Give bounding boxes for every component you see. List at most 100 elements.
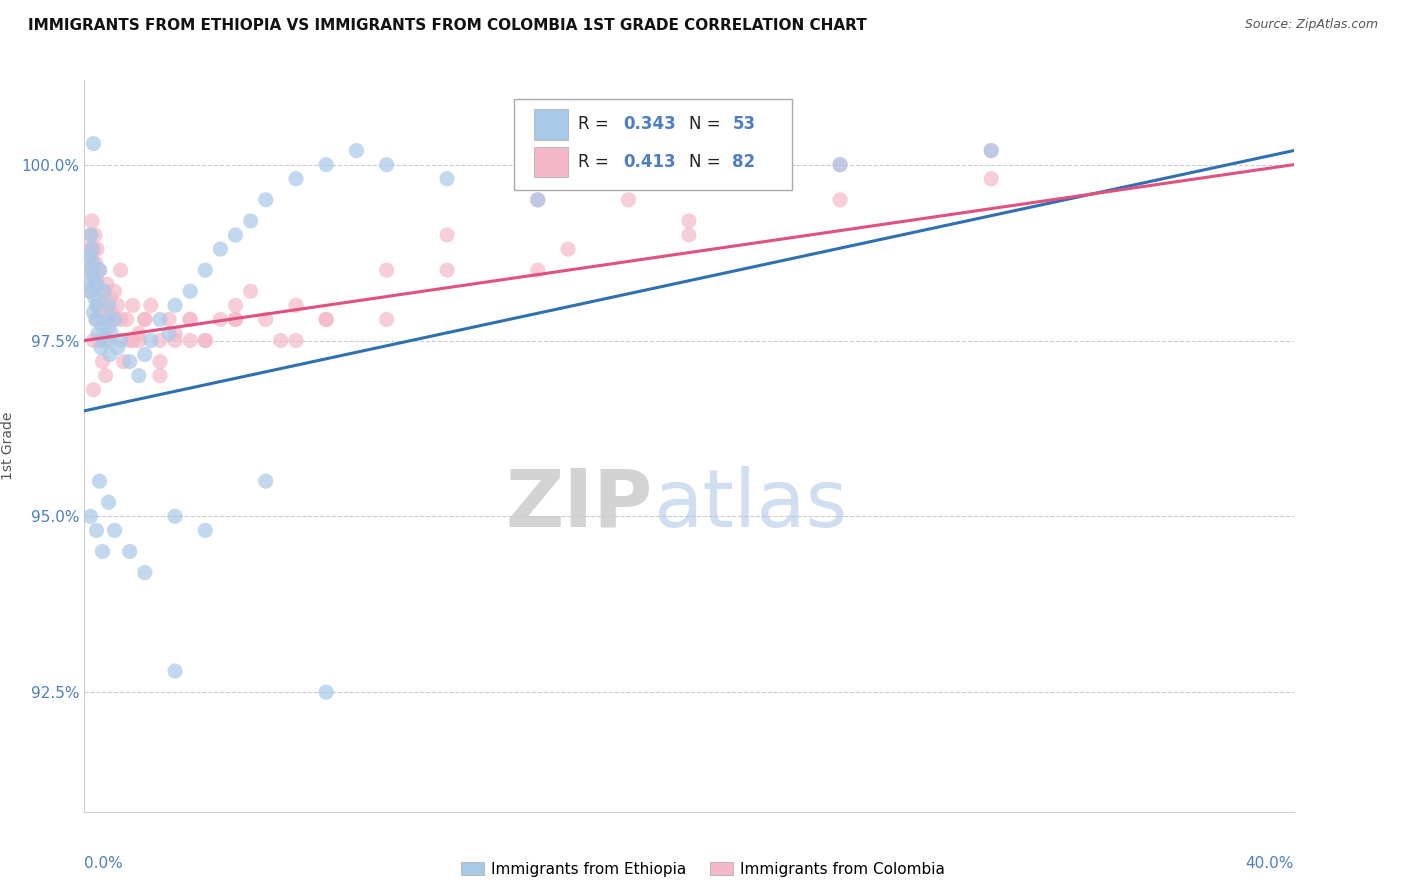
Point <box>179 312 201 326</box>
Point <box>165 298 187 312</box>
Point <box>84 312 107 326</box>
Point <box>84 227 107 242</box>
Point <box>86 298 108 312</box>
Point <box>239 285 262 299</box>
Point <box>80 242 103 256</box>
Point <box>90 341 112 355</box>
Text: ZIP: ZIP <box>505 466 652 543</box>
Text: 40.0%: 40.0% <box>1246 855 1294 871</box>
Point <box>134 312 156 326</box>
FancyBboxPatch shape <box>513 99 792 190</box>
Text: Source: ZipAtlas.com: Source: ZipAtlas.com <box>1244 18 1378 31</box>
Point <box>285 171 308 186</box>
Point <box>110 312 132 326</box>
Point <box>179 334 201 348</box>
Point <box>98 348 121 362</box>
Point <box>315 312 337 326</box>
Point <box>194 524 217 538</box>
Point <box>557 242 579 256</box>
Point <box>104 312 127 326</box>
Legend: Immigrants from Ethiopia, Immigrants from Colombia: Immigrants from Ethiopia, Immigrants fro… <box>453 854 953 884</box>
Point <box>436 263 458 277</box>
Text: 0.0%: 0.0% <box>84 855 124 871</box>
Point <box>84 256 107 270</box>
Point <box>270 334 292 348</box>
Text: R =: R = <box>578 153 613 171</box>
Point <box>678 227 700 242</box>
Point <box>980 144 1002 158</box>
Text: 0.413: 0.413 <box>624 153 676 171</box>
Point <box>617 171 640 186</box>
Point <box>94 368 117 383</box>
Point <box>76 277 98 292</box>
Text: R =: R = <box>578 115 613 133</box>
Point <box>830 158 852 172</box>
Text: 0.343: 0.343 <box>624 115 676 133</box>
FancyBboxPatch shape <box>534 146 568 178</box>
Text: N =: N = <box>689 115 725 133</box>
Point <box>110 334 132 348</box>
Point <box>80 227 103 242</box>
Point <box>315 158 337 172</box>
Point <box>980 171 1002 186</box>
Point <box>285 334 308 348</box>
Point <box>157 312 180 326</box>
Point <box>100 326 122 341</box>
Point <box>107 341 129 355</box>
Point <box>93 285 115 299</box>
Point <box>91 285 114 299</box>
Point <box>139 298 162 312</box>
Point <box>112 354 135 368</box>
Point <box>80 214 103 228</box>
Point <box>86 277 108 292</box>
Point <box>82 334 104 348</box>
Point <box>91 319 114 334</box>
Text: 53: 53 <box>733 115 755 133</box>
Point <box>436 227 458 242</box>
Point <box>315 312 337 326</box>
Point <box>98 291 121 305</box>
Point <box>121 298 143 312</box>
Point <box>104 285 127 299</box>
Point <box>79 509 101 524</box>
Point <box>82 242 104 256</box>
Point <box>194 334 217 348</box>
Point <box>149 334 172 348</box>
Point <box>110 263 132 277</box>
Point <box>79 227 101 242</box>
Point <box>375 158 398 172</box>
Point <box>87 326 110 341</box>
Text: N =: N = <box>689 153 725 171</box>
Point <box>82 256 104 270</box>
Point <box>134 566 156 580</box>
Point <box>118 334 141 348</box>
Point <box>97 319 120 334</box>
Point <box>225 312 247 326</box>
Point <box>225 227 247 242</box>
Point <box>194 263 217 277</box>
Point <box>89 474 111 488</box>
Point <box>678 171 700 186</box>
Point <box>82 263 104 277</box>
Text: atlas: atlas <box>652 466 846 543</box>
Point <box>118 544 141 558</box>
Point <box>121 334 143 348</box>
Point <box>86 270 108 285</box>
Point <box>157 326 180 341</box>
Text: IMMIGRANTS FROM ETHIOPIA VS IMMIGRANTS FROM COLOMBIA 1ST GRADE CORRELATION CHART: IMMIGRANTS FROM ETHIOPIA VS IMMIGRANTS F… <box>28 18 868 33</box>
Point <box>179 312 201 326</box>
Point <box>84 291 107 305</box>
Point <box>209 242 232 256</box>
Point <box>104 524 127 538</box>
Point <box>107 298 129 312</box>
Point <box>86 524 108 538</box>
Point <box>87 298 110 312</box>
Point <box>100 305 122 319</box>
Point <box>225 298 247 312</box>
Point <box>96 277 118 292</box>
Point <box>89 263 111 277</box>
Point <box>738 171 761 186</box>
Point <box>82 305 104 319</box>
Point <box>527 263 550 277</box>
Point <box>89 263 111 277</box>
